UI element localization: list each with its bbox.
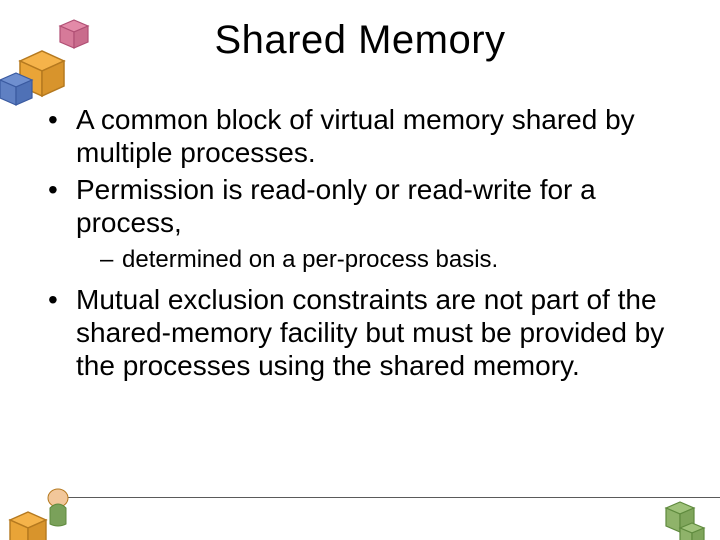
- slide-title: Shared Memory: [0, 18, 720, 63]
- bullet-text: Mutual exclusion constraints are not par…: [76, 284, 664, 381]
- bullet-list: A common block of virtual memory shared …: [48, 103, 680, 382]
- slide: Shared Memory A common block of virtual …: [0, 18, 720, 540]
- sub-bullet-list: determined on a per-process basis.: [76, 245, 680, 275]
- slide-body: A common block of virtual memory shared …: [0, 103, 720, 382]
- bullet-text: A common block of virtual memory shared …: [76, 104, 635, 168]
- bullet-item: A common block of virtual memory shared …: [48, 103, 680, 169]
- bullet-text: Permission is read-only or read-write fo…: [76, 174, 596, 238]
- sub-bullet-item: determined on a per-process basis.: [100, 245, 680, 275]
- bullet-item: Permission is read-only or read-write fo…: [48, 173, 680, 275]
- decor-bottom-left-icon: [0, 468, 120, 540]
- decor-bottom-right-icon: [654, 492, 714, 540]
- footer-rule: [55, 497, 720, 498]
- sub-bullet-text: determined on a per-process basis.: [122, 246, 498, 273]
- bullet-item: Mutual exclusion constraints are not par…: [48, 283, 680, 382]
